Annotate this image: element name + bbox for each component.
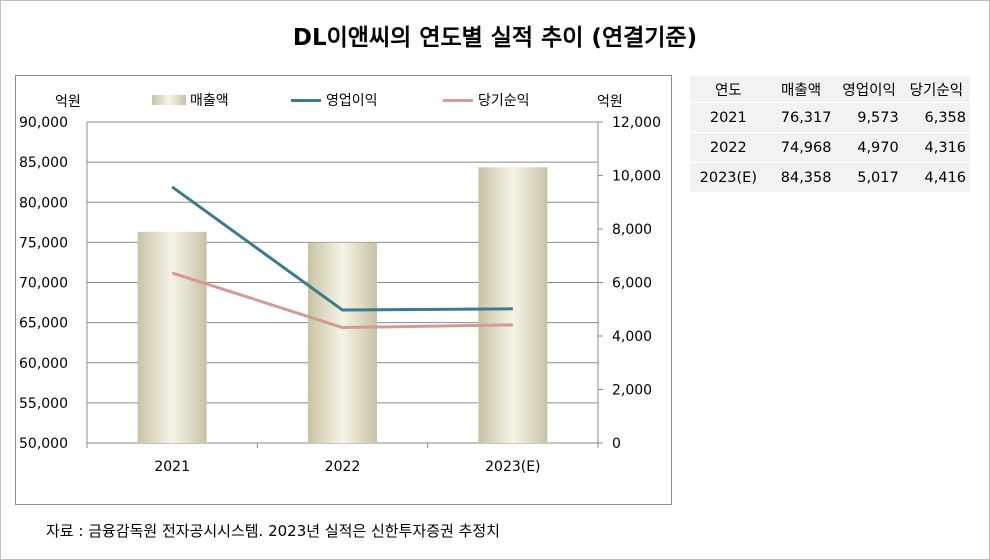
legend-revenue-swatch: [152, 95, 186, 105]
table-row: 2022 74,968 4,970 4,316: [690, 132, 970, 163]
bar-revenue: [308, 242, 377, 443]
bar-revenue: [478, 167, 548, 444]
y-left-tick-label: 55,000: [19, 396, 68, 412]
left-axis-unit: 억원: [55, 94, 81, 110]
table-cell-year: 2022: [690, 132, 767, 163]
bar-revenue: [137, 231, 207, 443]
y-left-tick-label: 65,000: [19, 316, 68, 332]
table-cell-year: 2023(E): [690, 162, 767, 192]
chart-title: DL이앤씨의 연도별 실적 추이 (연결기준): [292, 25, 698, 51]
legend-revenue-label: 매출액: [190, 93, 229, 109]
y-left-tick-label: 85,000: [19, 155, 68, 171]
x-tick-label: 2021: [154, 459, 190, 475]
y-right-tick-label: 8,000: [612, 222, 652, 238]
chart-area: [15, 75, 672, 505]
y-right-tick-label: 4,000: [612, 329, 652, 345]
y-right-tick-label: 12,000: [612, 115, 661, 131]
legend-net-income-swatch: [443, 98, 473, 102]
right-axis-unit: 억원: [597, 94, 623, 110]
table-header-row: 연도 매출액 영업이익 당기순익: [690, 76, 970, 103]
y-left-tick-label: 50,000: [19, 436, 68, 452]
table-cell-net-income: 4,416: [902, 162, 970, 192]
legend-net-income-label: 당기순익: [478, 93, 530, 109]
table-cell-net-income: 4,316: [902, 132, 970, 163]
table-cell-operating-profit: 9,573: [835, 102, 903, 133]
table-header-year: 연도: [690, 76, 767, 103]
summary-table: 연도 매출액 영업이익 당기순익 2021 76,317 9,573 6,358…: [690, 76, 970, 192]
y-left-tick-label: 80,000: [19, 195, 68, 211]
table-header-revenue: 매출액: [766, 76, 836, 103]
y-right-tick-label: 0: [612, 436, 621, 452]
table-cell-revenue: 74,968: [766, 132, 836, 163]
y-left-tick-label: 60,000: [19, 356, 68, 372]
y-right-tick-label: 6,000: [612, 276, 652, 292]
legend-operating-profit-swatch: [291, 98, 321, 102]
y-right-tick-label: 2,000: [612, 383, 652, 399]
legend-revenue: 매출액: [152, 90, 229, 110]
x-tick-label: 2022: [325, 459, 361, 475]
legend-net-income: 당기순익: [443, 90, 530, 110]
y-left-tick-label: 75,000: [19, 235, 68, 251]
y-left-tick-label: 70,000: [19, 276, 68, 292]
x-tick-label: 2023(E): [485, 459, 540, 475]
table-cell-year: 2021: [690, 102, 767, 133]
table-cell-operating-profit: 5,017: [835, 162, 903, 192]
table-cell-revenue: 76,317: [766, 102, 836, 133]
table-row: 2021 76,317 9,573 6,358: [690, 102, 970, 133]
table-row: 2023(E) 84,358 5,017 4,416: [690, 162, 970, 192]
source-note: 자료 : 금융감독원 전자공시시스템. 2023년 실적은 신한투자증권 추정치: [46, 522, 500, 540]
legend-operating-profit: 영업이익: [291, 90, 378, 110]
legend-operating-profit-label: 영업이익: [326, 93, 378, 109]
table-header-net-income: 당기순익: [902, 76, 970, 103]
y-right-tick-label: 10,000: [612, 169, 661, 185]
table-header-operating-profit: 영업이익: [835, 76, 903, 103]
y-left-tick-label: 90,000: [19, 115, 68, 131]
table-cell-operating-profit: 4,970: [835, 132, 903, 163]
table-cell-net-income: 6,358: [902, 102, 970, 133]
table-cell-revenue: 84,358: [766, 162, 836, 192]
